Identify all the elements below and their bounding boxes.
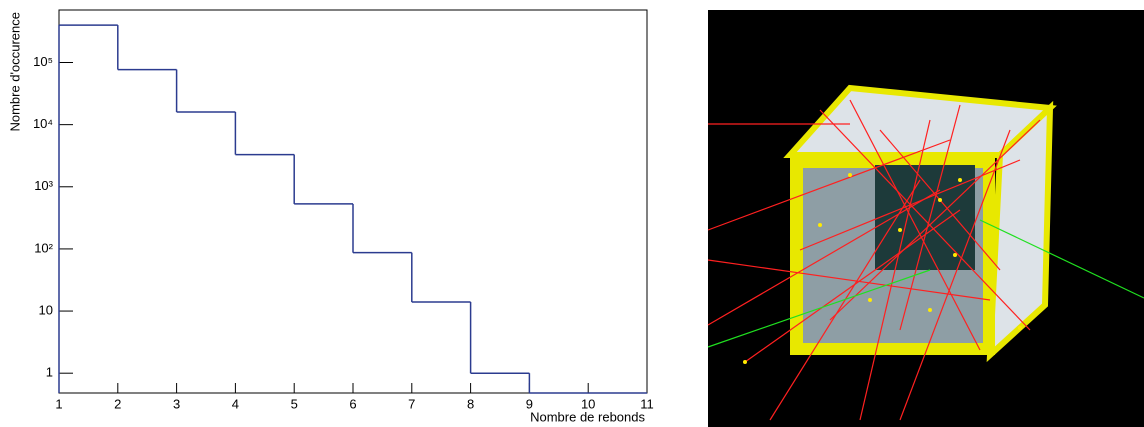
x-tick-label: 2 — [114, 396, 121, 411]
x-axis-label: Nombre de rebonds — [530, 409, 645, 424]
x-tick-label: 3 — [173, 396, 180, 411]
y-tick-label: 10³ — [34, 178, 53, 193]
y-tick-label: 10⁵ — [33, 54, 53, 69]
y-tick-label: 10⁴ — [33, 116, 53, 131]
x-tick-label: 4 — [232, 396, 239, 411]
x-tick-label: 6 — [349, 396, 356, 411]
x-tick-label: 7 — [408, 396, 415, 411]
y-tick-label: 10² — [34, 240, 53, 255]
plot-frame — [58, 9, 648, 394]
x-tick-label: 10 — [581, 396, 595, 411]
y-axis-label: Nombre d'occurence — [7, 12, 22, 132]
x-tick-label: 8 — [467, 396, 474, 411]
x-tick-label: 9 — [526, 396, 533, 411]
x-tick-label: 11 — [640, 396, 654, 411]
x-tick-label: 5 — [291, 396, 298, 411]
y-tick-label: 10 — [39, 302, 53, 317]
y-tick-label: 1 — [46, 365, 53, 380]
detector-view — [707, 10, 1144, 427]
x-tick-label: 1 — [55, 396, 62, 411]
